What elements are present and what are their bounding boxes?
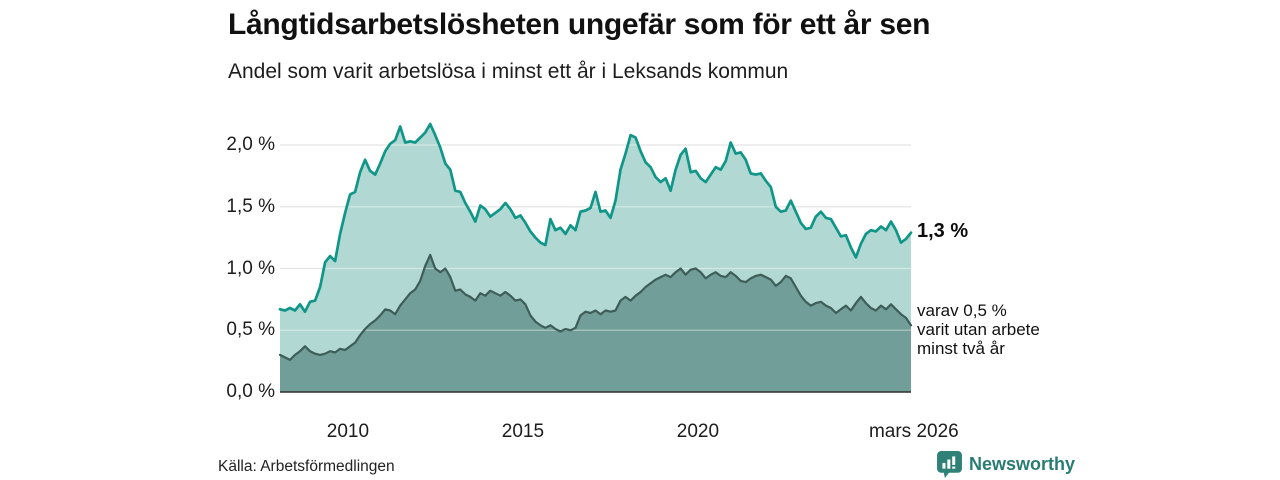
x-axis-label: 2010 <box>326 421 370 442</box>
subset-annotation-line: varit utan arbete <box>917 320 1040 339</box>
y-axis-label: 2,0 % <box>226 134 275 155</box>
subset-annotation-line: minst två år <box>917 339 1005 358</box>
page-title: Långtidsarbetslösheten ungefär som för e… <box>228 8 931 41</box>
x-axis-label: 2015 <box>501 421 545 442</box>
latest-value-label: 1,3 % <box>917 220 969 242</box>
y-axis-label: 1,0 % <box>226 257 275 279</box>
subset-annotation: varav 0,5 % varit utan arbete minst två … <box>917 301 1040 358</box>
newsworthy-wordmark: Newsworthy <box>969 453 1076 474</box>
x-axis-label: mars 2026 <box>868 421 959 442</box>
y-axis-label: 0,5 % <box>226 319 275 341</box>
newsworthy-icon <box>937 450 962 478</box>
y-axis-label: 0,0 % <box>226 381 275 402</box>
chart-subtitle: Andel som varit arbetslösa i minst ett å… <box>228 60 789 83</box>
x-axis-label: 2020 <box>676 421 720 442</box>
newsworthy-logo: Newsworthy <box>937 450 1075 478</box>
y-axis-label: 1,5 % <box>226 195 275 217</box>
source-note: Källa: Arbetsförmedlingen <box>218 458 395 475</box>
subset-annotation-line: varav 0,5 % <box>917 301 1007 320</box>
